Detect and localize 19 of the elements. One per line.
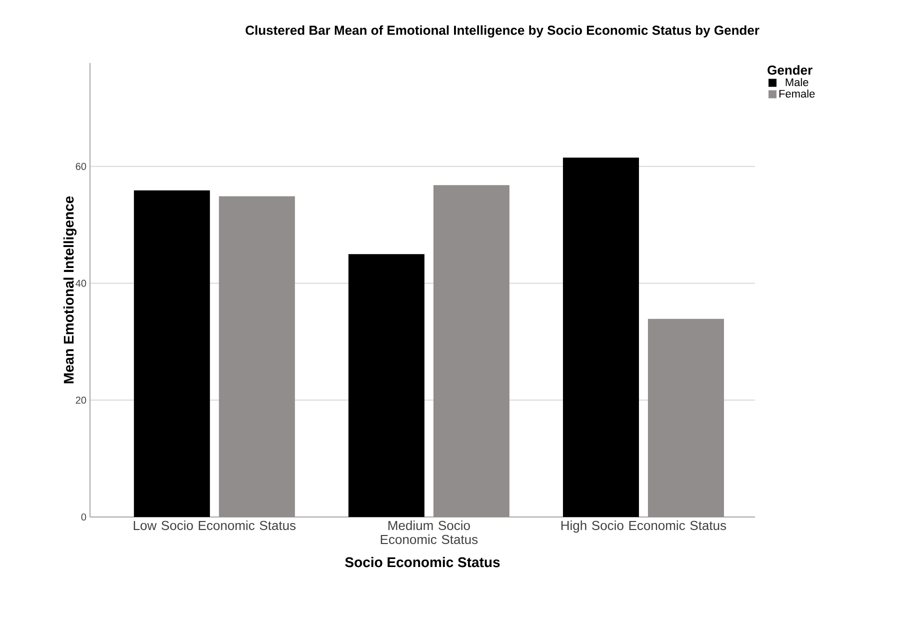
- bar: [648, 318, 724, 517]
- x-tick-label: High Socio Economic Status: [561, 520, 726, 533]
- bar: [218, 196, 295, 517]
- x-tick-label: Low Socio Economic Status: [134, 520, 296, 530]
- legend-label: Male: [786, 78, 808, 86]
- legend-title: Gender: [768, 65, 812, 75]
- chart-title: Clustered Bar Mean of Emotional Intelligence by Socio Economic Status by Gender: [246, 25, 760, 38]
- y-tick-label: 40: [76, 280, 86, 287]
- legend-label: Female: [779, 90, 815, 98]
- bar: [562, 158, 639, 517]
- bar: [433, 185, 510, 517]
- y-axis-title: Mean Emotional Intelligence: [63, 196, 77, 384]
- y-tick-label: 0: [81, 513, 86, 521]
- y-tick-label: 20: [76, 396, 86, 404]
- bar: [348, 254, 424, 517]
- x-axis-title: Socio Economic Status: [345, 556, 500, 568]
- x-tick-label: Medium Socio Economic Status: [380, 520, 478, 544]
- y-tick-label: 60: [76, 162, 86, 170]
- bar: [134, 190, 210, 517]
